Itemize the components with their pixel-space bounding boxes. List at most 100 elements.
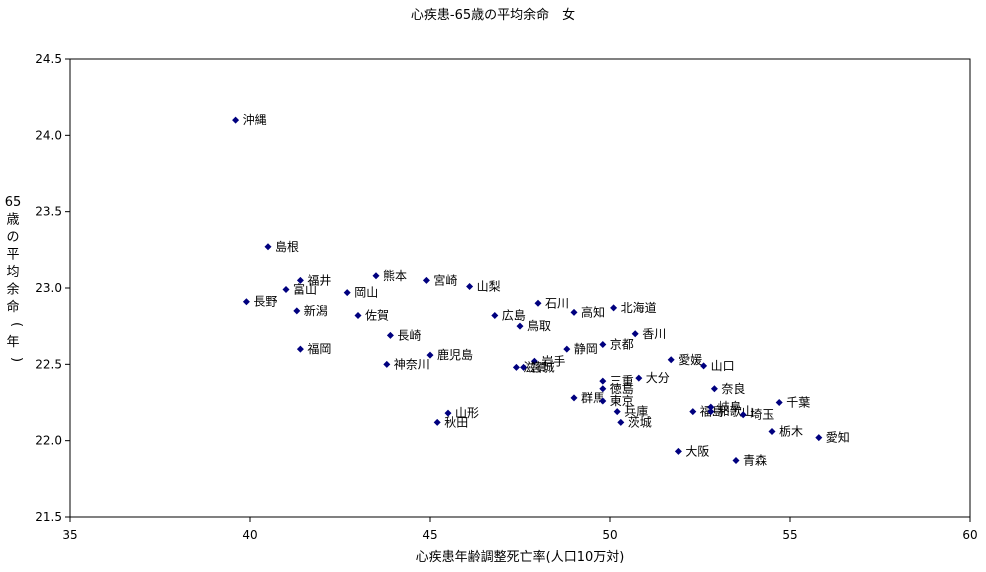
point-label: 秋田: [444, 415, 468, 429]
point-label: 青森: [743, 453, 767, 468]
point-label: 愛知: [826, 431, 850, 445]
point-label: 大阪: [685, 444, 709, 458]
point-label: 千葉: [786, 396, 810, 410]
x-tick-label: 35: [62, 528, 77, 542]
data-point: [520, 363, 528, 371]
y-axis-label-char: ): [9, 357, 24, 362]
data-point: [635, 374, 643, 382]
data-point: [296, 345, 304, 353]
point-label: 三重: [610, 374, 634, 388]
x-axis-label: 心疾患年齢調整死亡率(人口10万対): [416, 549, 625, 565]
data-point: [815, 434, 823, 442]
data-point: [700, 362, 708, 370]
data-point: [372, 272, 380, 280]
point-label: 山口: [711, 359, 735, 373]
point-label: 京都: [610, 337, 634, 351]
point-label: 福井: [307, 272, 331, 287]
x-tick-label: 45: [422, 528, 437, 542]
point-label: 山梨: [477, 279, 501, 293]
point-label: 滋賀: [523, 360, 547, 374]
point-label: 群馬: [581, 391, 605, 405]
data-point: [516, 322, 524, 330]
data-point: [710, 385, 718, 393]
y-axis-ticks: 21.5 22.0 22.5 23.0 23.5 24.0 24.5: [35, 52, 70, 524]
point-label: 福岡: [307, 341, 331, 356]
data-point: [232, 116, 240, 124]
point-label: 徳島: [610, 381, 634, 396]
point-label: 島根: [275, 239, 299, 254]
data-point: [512, 363, 520, 371]
data-point: [599, 340, 607, 348]
point-label: 長野: [253, 295, 277, 309]
y-axis-label-char: 平: [6, 248, 19, 263]
y-axis-label-char: 年: [6, 335, 19, 350]
point-label: 東京: [610, 394, 634, 408]
point-label: 茨城: [628, 415, 652, 429]
plot-area: [69, 58, 971, 518]
y-tick-label: 24.0: [35, 128, 62, 142]
y-tick-label: 23.0: [35, 281, 62, 295]
point-label: 兵庫: [624, 405, 648, 419]
y-tick-label: 23.5: [35, 205, 62, 219]
point-label: 奈良: [721, 381, 745, 396]
data-point: [775, 399, 783, 406]
data-point: [343, 289, 351, 297]
y-axis-label-char: 65: [5, 195, 22, 210]
data-point: [264, 243, 272, 251]
point-label: 沖縄: [243, 112, 267, 127]
data-point: [707, 408, 715, 416]
data-point: [617, 418, 625, 426]
y-axis-label-char: 命: [6, 299, 19, 315]
data-point: [570, 394, 578, 402]
y-tick-label: 22.0: [35, 434, 62, 448]
x-axis-ticks: 35 40 45 50 55 60: [62, 517, 978, 542]
point-label: 岩手: [541, 353, 565, 368]
data-point: [386, 331, 394, 339]
data-point: [466, 282, 474, 290]
point-label: 高知: [581, 304, 605, 319]
y-tick-label: 24.5: [35, 52, 62, 66]
data-point: [242, 298, 250, 306]
y-tick-label: 21.5: [35, 510, 62, 524]
data-point: [491, 311, 499, 319]
y-axis-label-char: (: [9, 322, 24, 327]
data-point: [530, 357, 538, 365]
data-point: [667, 356, 675, 364]
point-label: 佐賀: [365, 308, 389, 322]
data-point: [570, 308, 578, 316]
point-label: 埼玉: [750, 408, 774, 422]
data-point: [444, 409, 452, 417]
data-point: [613, 408, 621, 416]
point-label: 愛媛: [678, 353, 702, 367]
point-label: 和歌山: [718, 404, 754, 419]
data-point: [599, 377, 607, 385]
y-axis-label-char: 歳: [6, 213, 19, 228]
point-label: 宮崎: [433, 272, 457, 287]
point-label: 長崎: [397, 328, 421, 342]
point-label: 栃木: [779, 425, 803, 439]
point-label: 香川: [642, 327, 666, 341]
data-point: [599, 385, 607, 393]
data-point: [426, 351, 434, 359]
data-point: [610, 304, 618, 312]
data-point: [631, 330, 639, 338]
data-point: [768, 428, 776, 436]
x-tick-label: 55: [782, 528, 797, 542]
y-tick-label: 22.5: [35, 357, 62, 371]
y-axis-label-char: の: [6, 230, 19, 245]
data-point: [282, 286, 290, 294]
data-point: [354, 311, 362, 319]
data-point: [383, 360, 391, 368]
y-axis-label: 65 歳の平均余命 (年): [5, 195, 24, 362]
data-point: [739, 411, 747, 419]
data-point: [422, 276, 430, 284]
x-tick-label: 60: [962, 528, 977, 542]
data-point: [433, 418, 441, 426]
point-label: 石川: [545, 296, 569, 310]
point-label: 岐阜: [718, 400, 742, 414]
x-tick-label: 50: [602, 528, 617, 542]
data-point: [674, 447, 682, 455]
point-label: 新潟: [304, 303, 328, 318]
